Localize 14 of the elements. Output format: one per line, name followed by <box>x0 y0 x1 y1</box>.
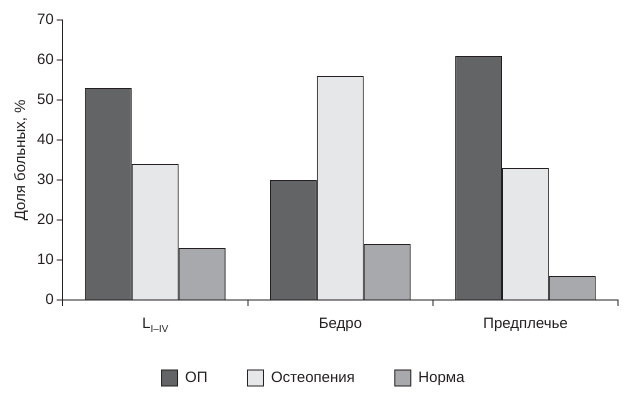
legend-label: ОП <box>185 369 208 386</box>
y-tick-label: 50 <box>36 91 54 108</box>
y-tick-label: 10 <box>36 251 54 268</box>
y-axis-title: Доля больных, % <box>12 100 30 220</box>
x-tick-label: Бедро <box>318 315 362 332</box>
y-tick-label: 30 <box>36 171 54 188</box>
legend-label: Норма <box>418 369 466 386</box>
y-tick-label: 60 <box>36 51 54 68</box>
legend-label: Остеопения <box>270 369 355 386</box>
x-tick-label: Предплечье <box>483 315 568 332</box>
y-tick-label: 70 <box>36 11 54 28</box>
y-tick-label: 40 <box>36 131 54 148</box>
y-tick-label: 0 <box>45 291 54 308</box>
y-tick-label: 20 <box>36 211 54 228</box>
